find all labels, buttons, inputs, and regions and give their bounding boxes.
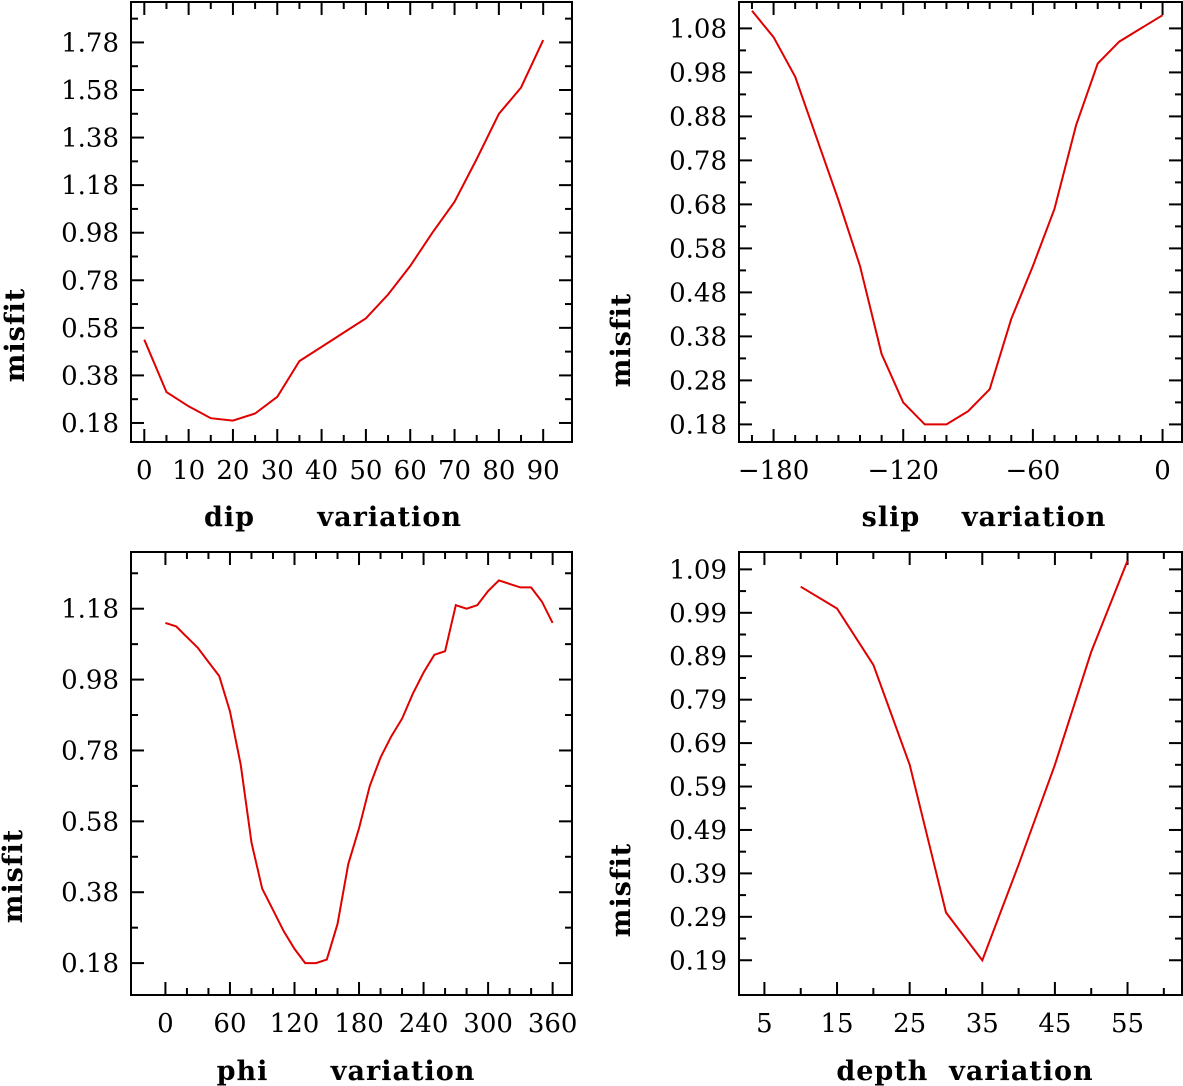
dip-plot-frame bbox=[130, 1, 573, 443]
dip-ytick-label: 0.18 bbox=[61, 409, 119, 439]
slip-ytick-label: 0.98 bbox=[669, 58, 727, 88]
phi-ytick-label: 0.38 bbox=[61, 878, 119, 908]
depth-ytick-label: 0.69 bbox=[669, 729, 727, 759]
phi-ytick-label: 0.18 bbox=[61, 949, 119, 979]
phi-xtick-label: 240 bbox=[399, 1009, 449, 1039]
phi-y-axis-label: misfit bbox=[0, 829, 29, 923]
dip-xtick-label: 70 bbox=[438, 456, 471, 486]
dip-xtick-label: 10 bbox=[172, 456, 205, 486]
dip-ytick-label: 1.58 bbox=[61, 76, 119, 106]
slip-xtick-label: −180 bbox=[738, 456, 809, 486]
slip-ytick-label: 1.08 bbox=[669, 14, 727, 44]
depth-ytick-label: 0.99 bbox=[669, 599, 727, 629]
phi-xtick-label: 360 bbox=[528, 1009, 578, 1039]
slip-ytick-label: 0.88 bbox=[669, 102, 727, 132]
phi-ytick-label: 0.98 bbox=[61, 666, 119, 696]
phi-misfit-line bbox=[165, 579, 554, 965]
slip-misfit-line bbox=[751, 10, 1164, 426]
dip-ytick-label: 1.78 bbox=[61, 28, 119, 58]
depth-panel: misfit depth variation 5 15 25 35 45 55 0.19 0.… bbox=[606, 551, 1183, 1086]
depth-ytick-label: 0.89 bbox=[669, 642, 727, 672]
phi-ticks: 0 60 120 180 240 300 360 0.18 0.38 0.58 0.78 0.98 1.… bbox=[61, 552, 577, 1039]
dip-xtick-label: 40 bbox=[305, 456, 338, 486]
dip-xtick-label: 60 bbox=[394, 456, 427, 486]
dip-panel: misfit dip variation 0 10 20 30 40 50 60 70 80 90… bbox=[0, 1, 573, 533]
dip-ticks: 0 10 20 30 40 50 60 70 80 90 0.18 0.38 0.58 0.78 0.98 1… bbox=[61, 2, 572, 486]
phi-ytick-label: 0.78 bbox=[61, 736, 119, 766]
depth-xtick-label: 45 bbox=[1038, 1009, 1071, 1039]
dip-xtick-label: 90 bbox=[527, 456, 560, 486]
depth-y-axis-label: misfit bbox=[606, 843, 637, 937]
slip-y-axis-label: misfit bbox=[606, 293, 637, 387]
depth-xtick-label: 5 bbox=[756, 1009, 773, 1039]
dip-ytick-label: 0.58 bbox=[61, 314, 119, 344]
slip-ytick-label: 0.28 bbox=[669, 366, 727, 396]
depth-ytick-label: 0.19 bbox=[669, 946, 727, 976]
dip-ytick-label: 0.78 bbox=[61, 266, 119, 296]
phi-xtick-label: 60 bbox=[213, 1009, 246, 1039]
dip-ytick-label: 1.18 bbox=[61, 171, 119, 201]
slip-ytick-label: 0.18 bbox=[669, 410, 727, 440]
depth-xtick-label: 15 bbox=[820, 1009, 853, 1039]
phi-xtick-label: 300 bbox=[463, 1009, 513, 1039]
slip-ytick-label: 0.58 bbox=[669, 234, 727, 264]
dip-ytick-label: 1.38 bbox=[61, 124, 119, 154]
slip-xtick-label: −120 bbox=[868, 456, 939, 486]
depth-misfit-line bbox=[800, 560, 1129, 963]
depth-ytick-label: 0.39 bbox=[669, 859, 727, 889]
phi-plot-frame bbox=[130, 551, 573, 996]
phi-ytick-label: 0.58 bbox=[61, 807, 119, 837]
depth-ticks: 5 15 25 35 45 55 0.19 0.29 0.39 0.49 0.59 0.69 0.79 0… bbox=[669, 552, 1182, 1039]
slip-x-axis-label: slip variation bbox=[862, 502, 1107, 533]
phi-xtick-label: 0 bbox=[157, 1009, 174, 1039]
dip-ytick-label: 0.38 bbox=[61, 361, 119, 391]
slip-ytick-label: 0.38 bbox=[669, 322, 727, 352]
phi-ytick-label: 1.18 bbox=[61, 595, 119, 625]
depth-ytick-label: 0.59 bbox=[669, 773, 727, 803]
slip-ytick-label: 0.48 bbox=[669, 278, 727, 308]
phi-xtick-label: 180 bbox=[334, 1009, 384, 1039]
depth-ytick-label: 0.29 bbox=[669, 903, 727, 933]
depth-xtick-label: 25 bbox=[893, 1009, 926, 1039]
dip-xtick-label: 30 bbox=[261, 456, 294, 486]
slip-plot-frame bbox=[738, 1, 1183, 443]
dip-x-axis-label: dip variation bbox=[204, 502, 462, 533]
slip-xtick-label: −60 bbox=[1005, 456, 1060, 486]
depth-ytick-label: 0.79 bbox=[669, 686, 727, 716]
depth-ytick-label: 1.09 bbox=[669, 555, 727, 585]
depth-xtick-label: 35 bbox=[966, 1009, 999, 1039]
dip-xtick-label: 0 bbox=[136, 456, 153, 486]
dip-xtick-label: 20 bbox=[216, 456, 249, 486]
slip-panel: misfit slip variation −180 −120 −60 0 0.18 0.… bbox=[606, 1, 1183, 533]
dip-xtick-label: 50 bbox=[349, 456, 382, 486]
depth-xtick-label: 55 bbox=[1111, 1009, 1144, 1039]
depth-ytick-label: 0.49 bbox=[669, 816, 727, 846]
phi-panel: misfit phi variation 0 60 120 180 240 300 3600… bbox=[0, 551, 577, 1086]
phi-xtick-label: 120 bbox=[270, 1009, 320, 1039]
phi-x-axis-label: phi variation bbox=[217, 1056, 476, 1086]
depth-x-axis-label: depth variation bbox=[836, 1056, 1093, 1086]
dip-misfit-line bbox=[143, 39, 545, 422]
slip-ytick-label: 0.68 bbox=[669, 190, 727, 220]
dip-ytick-label: 0.98 bbox=[61, 219, 119, 249]
slip-xtick-label: 0 bbox=[1154, 456, 1171, 486]
slip-ytick-label: 0.78 bbox=[669, 146, 727, 176]
depth-plot-frame bbox=[738, 551, 1183, 996]
slip-ticks: −180 −120 −60 0 0.18 0.28 0.38 0.48 0.58 0.68 0.78… bbox=[669, 2, 1182, 486]
dip-xtick-label: 80 bbox=[482, 456, 515, 486]
dip-y-axis-label: misfit bbox=[0, 288, 31, 382]
